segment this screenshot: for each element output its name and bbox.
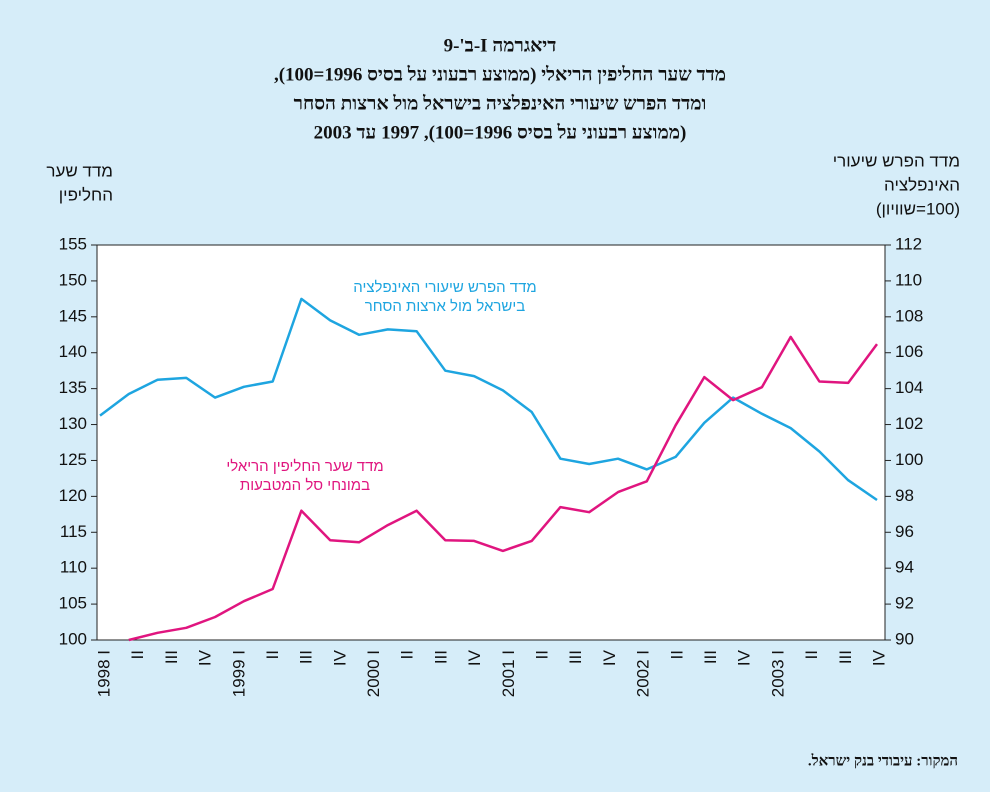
x-tick-label: II [667, 650, 686, 659]
y-tick-label: 150 [59, 270, 87, 289]
y-tick-label: 145 [59, 306, 87, 325]
x-tick-label: IV [465, 649, 484, 666]
x-tick-label: III [431, 650, 450, 664]
x-tick-label: IV [869, 649, 888, 666]
y-tick-label: 135 [59, 378, 87, 397]
y2-tick-label: 112 [895, 234, 922, 253]
x-tick-label: IV [196, 649, 215, 666]
y-tick-label: 140 [59, 342, 87, 361]
x-tick-label: III [566, 650, 585, 664]
source: המקור: עיבודי בנק ישראל. [808, 752, 958, 769]
x-tick-label: 2001 I [499, 650, 518, 697]
x-tick-label: 1999 I [229, 650, 248, 697]
x-tick-label: IV [735, 649, 754, 666]
x-tick-label: II [263, 650, 282, 659]
plot-area [96, 244, 886, 641]
y-tick-label: 105 [59, 594, 87, 613]
y2-tick-label: 102 [895, 414, 923, 433]
x-tick-label: 2000 I [364, 650, 383, 697]
y2-axis-label: האינפלציה [884, 175, 960, 194]
x-tick-label: III [836, 650, 855, 664]
x-tick-label: III [701, 650, 720, 664]
x-tick-label: III [162, 650, 181, 664]
x-tick-label: 1998 I [94, 650, 113, 697]
x-tick-label: IV [330, 649, 349, 666]
y2-axis-label: (100=שוויון) [876, 199, 960, 218]
y2-tick-label: 104 [895, 378, 923, 397]
chart-title: דיאגרמה I-ב'-9 [444, 35, 557, 56]
y2-tick-label: 110 [895, 270, 922, 289]
chart-title: (ממוצע רבעוני על בסיס 1996=100), 1997 עד… [314, 122, 687, 143]
y2-tick-label: 98 [895, 486, 914, 505]
x-tick-label: II [802, 650, 821, 659]
chart-title: ומדד הפרש שיעורי האינפלציה בישראל מול אר… [294, 93, 707, 114]
x-tick-label: II [398, 650, 417, 659]
y-tick-label: 125 [59, 450, 87, 469]
y-axis-label: החליפין [59, 185, 113, 204]
y2-tick-label: 100 [895, 450, 923, 469]
x-tick-label: 2002 I [634, 650, 653, 697]
y-tick-label: 120 [59, 486, 87, 505]
x-tick-label: 2003 I [768, 650, 787, 697]
y-tick-label: 100 [59, 629, 87, 648]
x-tick-label: IV [600, 649, 619, 666]
x-tick-label: II [533, 650, 552, 659]
y2-tick-label: 106 [895, 342, 923, 361]
y2-tick-label: 92 [895, 594, 914, 613]
y2-tick-label: 94 [895, 558, 914, 577]
y2-axis-label: מדד הפרש שיעורי [833, 151, 960, 170]
y-tick-label: 155 [59, 234, 87, 253]
annotation: בישראל מול ארצות הסחר [365, 298, 526, 315]
y2-tick-label: 90 [895, 629, 914, 648]
y-tick-label: 115 [60, 522, 87, 541]
annotation: מדד שער החליפין הריאלי [226, 458, 383, 475]
annotation: במונחי סל המטבעות [240, 477, 370, 494]
y2-tick-label: 96 [895, 522, 914, 541]
y-axis-label: מדד שער [46, 161, 113, 180]
series-line [99, 297, 878, 502]
y-tick-label: 130 [59, 414, 87, 433]
chart-title: מדד שער החליפין הריאלי (ממוצע רבעוני על … [274, 64, 726, 85]
series-line [128, 335, 879, 642]
y-tick-label: 110 [60, 558, 87, 577]
annotation: מדד הפרש שיעורי האינפלציה [353, 279, 536, 296]
x-tick-label: III [297, 650, 316, 664]
y2-tick-label: 108 [895, 306, 923, 325]
x-tick-label: II [128, 650, 147, 659]
